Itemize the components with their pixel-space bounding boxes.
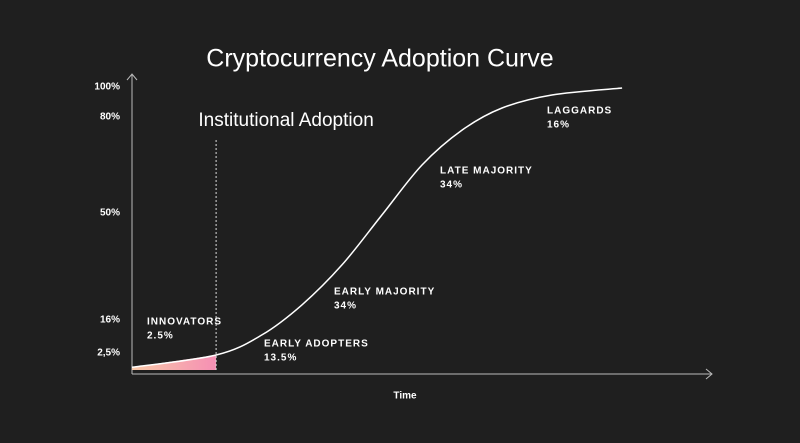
phase-share: 34% [440, 180, 463, 191]
y-tick-label: 50% [100, 208, 120, 219]
phase-share: 2.5% [147, 331, 174, 342]
chart-title: Cryptocurrency Adoption Curve [206, 45, 553, 73]
phase-name: LAGGARDS [547, 106, 612, 117]
adoption-curve [131, 87, 623, 369]
y-tick-label: 80% [100, 112, 120, 123]
y-tick-label: 100% [94, 82, 120, 93]
annotation-label: Institutional Adoption [198, 110, 373, 131]
y-tick-label: 16% [100, 315, 120, 326]
phase-name: EARLY MAJORITY [334, 287, 435, 298]
phase-share: 34% [334, 301, 357, 312]
phase-name: LATE MAJORITY [440, 166, 533, 177]
y-tick-label: 2,5% [97, 348, 120, 359]
y-axis-arrow [126, 73, 138, 81]
phase-share: 13.5% [264, 353, 297, 364]
phase-name: INNOVATORS [147, 317, 222, 328]
x-axis-arrow [705, 368, 713, 380]
phase-name: EARLY ADOPTERS [264, 339, 369, 350]
x-axis-label: Time [393, 391, 417, 402]
phase-share: 16% [547, 120, 570, 131]
